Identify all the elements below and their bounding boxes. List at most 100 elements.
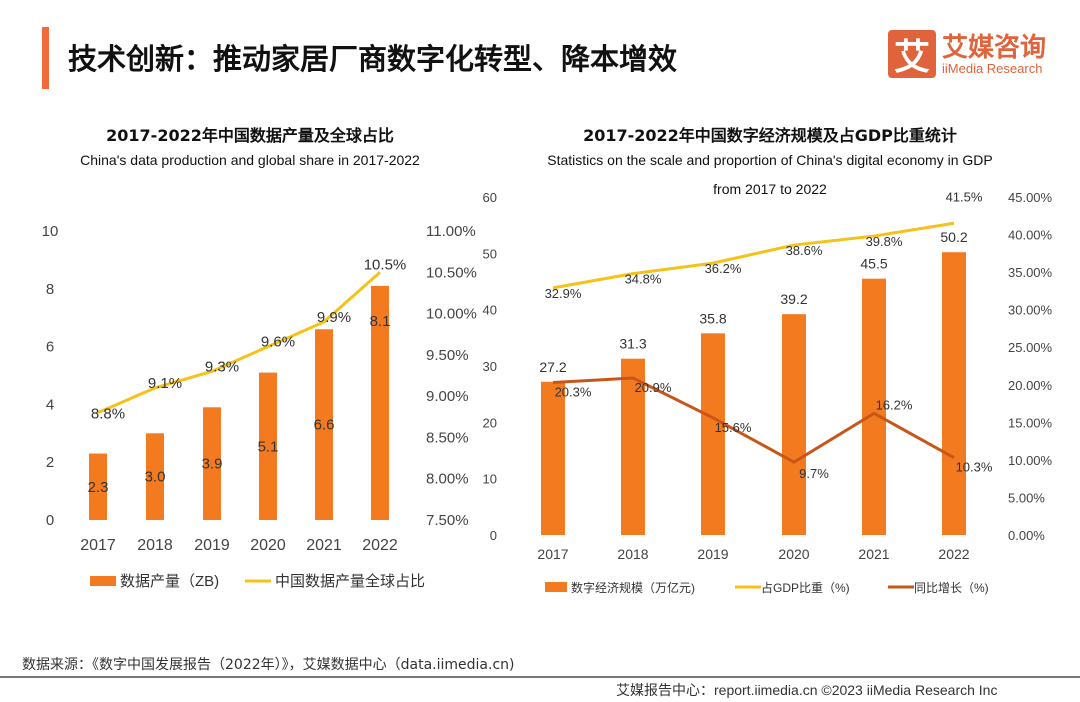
legend-label: 数据产量（ZB) <box>120 573 219 590</box>
y-tick-label: 50 <box>483 246 497 261</box>
line-data-label: 9.1% <box>148 375 182 392</box>
x-tick-label: 2021 <box>306 537 342 554</box>
logo-cn: 艾媒咨询 <box>942 31 1047 62</box>
footer-text: 艾媒报告中心：report.iimedia.cn ©2023 iiMedia R… <box>616 682 998 698</box>
y-tick-label: 60 <box>483 190 497 205</box>
bar-data-label: 3.9 <box>202 456 223 473</box>
y2-tick-label: 10.00% <box>426 306 477 323</box>
line-data-label: 20.9% <box>635 380 672 395</box>
chart1-title: 2017-2022年中国数据产量及全球占比 <box>106 126 394 145</box>
legend-label: 中国数据产量全球占比 <box>275 572 425 590</box>
line-data-label: 38.6% <box>786 243 823 258</box>
logo: 艾 艾媒咨询 iiMedia Research <box>888 30 1046 78</box>
bar <box>541 381 565 535</box>
bar-data-label: 39.2 <box>780 291 807 307</box>
y2-tick-label: 45.00% <box>1008 190 1053 205</box>
bar-data-label: 8.1 <box>370 313 391 330</box>
bar <box>315 329 333 520</box>
y2-tick-label: 0.00% <box>1008 528 1045 543</box>
bar <box>146 433 164 520</box>
footer-divider <box>0 676 1080 678</box>
bar <box>203 407 221 520</box>
x-tick-label: 2019 <box>697 546 728 562</box>
bar <box>259 372 277 520</box>
y2-tick-label: 25.00% <box>1008 340 1053 355</box>
x-tick-label: 2022 <box>938 546 969 562</box>
y2-tick-label: 30.00% <box>1008 303 1053 318</box>
chart1-subtitle: China's data production and global share… <box>80 152 420 168</box>
bar-data-label: 45.5 <box>860 256 887 272</box>
x-tick-label: 2022 <box>362 537 398 554</box>
series-line-1 <box>97 271 381 415</box>
logo-mark: 艾 <box>888 30 936 78</box>
bar <box>862 278 886 535</box>
line-data-label: 39.8% <box>866 234 903 249</box>
y-tick-label: 6 <box>46 339 54 356</box>
line-data-label: 34.8% <box>625 272 662 287</box>
y-tick-label: 10 <box>483 472 497 487</box>
legend-swatch <box>90 576 116 586</box>
bar-data-label: 5.1 <box>258 438 279 455</box>
x-tick-label: 2021 <box>858 546 889 562</box>
line-data-label: 20.3% <box>555 385 592 400</box>
y-tick-label: 20 <box>483 415 497 430</box>
line-data-label: 41.5% <box>946 189 983 204</box>
y2-tick-label: 5.00% <box>1008 490 1045 505</box>
bar-data-label: 27.2 <box>539 359 566 375</box>
legend-swatch <box>545 582 567 592</box>
line-data-label: 32.9% <box>545 286 582 301</box>
y-tick-label: 8 <box>46 281 54 298</box>
bar-data-label: 3.0 <box>145 469 166 486</box>
y2-tick-label: 9.50% <box>426 347 469 364</box>
bar-data-label: 2.3 <box>88 479 109 496</box>
line-data-label: 9.9% <box>317 309 351 326</box>
line-data-label: 36.2% <box>705 261 742 276</box>
bar <box>371 285 389 520</box>
line-data-label: 15.6% <box>715 420 752 435</box>
line-data-label: 16.2% <box>876 397 913 412</box>
y2-tick-label: 15.00% <box>1008 415 1053 430</box>
data-source: 数据来源：《数字中国发展报告（2022年）》，艾媒数据中心（data.iimed… <box>22 657 515 673</box>
bar <box>782 314 806 535</box>
y2-tick-label: 20.00% <box>1008 378 1053 393</box>
y-tick-label: 0 <box>46 512 54 529</box>
bar <box>701 333 725 535</box>
y-tick-label: 4 <box>46 396 54 413</box>
x-tick-label: 2019 <box>194 537 230 554</box>
chart2-subtitle-2: from 2017 to 2022 <box>713 181 827 197</box>
y-tick-label: 2 <box>46 454 54 471</box>
line-data-label: 10.5% <box>364 256 407 273</box>
y2-tick-label: 11.00% <box>426 223 476 240</box>
chart2-title: 2017-2022年中国数字经济规模及占GDP比重统计 <box>583 126 957 145</box>
y2-tick-label: 8.50% <box>426 429 469 446</box>
y2-tick-label: 9.00% <box>426 388 469 405</box>
x-tick-label: 2017 <box>80 537 116 554</box>
bar <box>621 358 645 535</box>
bar <box>89 453 107 520</box>
x-tick-label: 2018 <box>137 537 173 554</box>
x-tick-label: 2017 <box>537 546 568 562</box>
line-data-label: 9.3% <box>205 358 239 375</box>
y-tick-label: 0 <box>490 528 497 543</box>
x-tick-label: 2018 <box>617 546 648 562</box>
legend-label: 同比增长（%) <box>914 581 989 595</box>
bar-data-label: 6.6 <box>314 417 335 434</box>
legend-label: 数字经济规模（万亿元) <box>571 580 695 595</box>
y2-tick-label: 10.50% <box>426 264 477 281</box>
y2-tick-label: 10.00% <box>1008 453 1053 468</box>
logo-en: iiMedia Research <box>942 60 1043 76</box>
line-data-label: 8.8% <box>91 406 125 423</box>
title-accent-bar <box>42 27 49 89</box>
series-line-2 <box>552 376 955 464</box>
line-data-label: 9.6% <box>261 334 295 351</box>
line-data-label: 9.7% <box>799 466 829 481</box>
y-tick-label: 40 <box>483 303 497 318</box>
legend-label: 占GDP比重（%) <box>761 580 850 595</box>
bar <box>942 252 966 535</box>
y-tick-label: 10 <box>42 223 59 240</box>
y2-tick-label: 8.00% <box>426 471 469 488</box>
x-tick-label: 2020 <box>250 537 286 554</box>
bar-data-label: 35.8 <box>699 310 726 326</box>
chart2-subtitle-1: Statistics on the scale and proportion o… <box>547 152 993 168</box>
